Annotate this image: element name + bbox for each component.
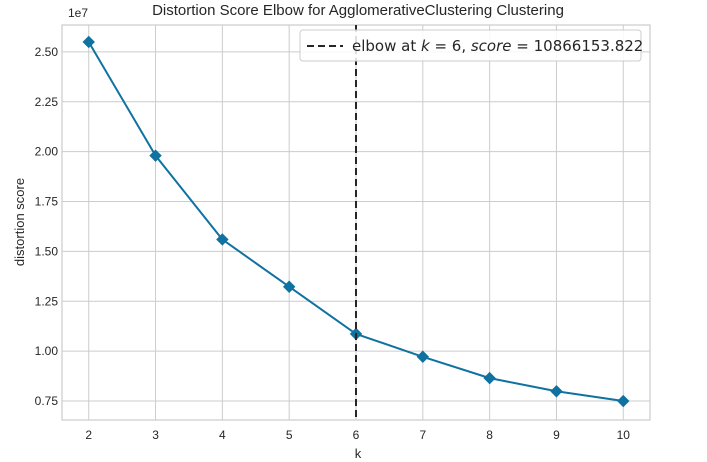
y-tick-label-1: 1.00 — [35, 344, 59, 358]
y-tick-label-5: 2.00 — [35, 145, 59, 159]
x-tick-label-9: 9 — [553, 428, 560, 442]
x-tick-label-3: 3 — [152, 428, 159, 442]
data-point-k3 — [149, 149, 162, 162]
data-point-k2 — [82, 35, 95, 49]
data-point-k7 — [416, 350, 430, 363]
x-tick-label-4: 4 — [219, 428, 226, 442]
y-axis-ticks: 0.75 1.00 1.25 1.50 1.75 2.00 2.25 2.50 — [35, 45, 59, 408]
y-tick-label-7: 2.50 — [35, 45, 59, 59]
y-axis-offset-label: 1e7 — [68, 6, 88, 20]
x-tick-label-6: 6 — [353, 428, 360, 442]
x-axis-label: k — [355, 446, 362, 461]
y-tick-label-3: 1.50 — [35, 244, 59, 258]
y-axis-label: distortion score — [12, 178, 27, 266]
y-tick-label-6: 2.25 — [35, 95, 59, 109]
x-tick-label-5: 5 — [286, 428, 293, 442]
y-tick-label-2: 1.25 — [35, 294, 59, 308]
data-point-k4 — [216, 233, 229, 246]
chart-title: Distortion Score Elbow for Agglomerative… — [152, 2, 564, 19]
legend: elbow at k = 6, score = 10866153.822 — [299, 29, 643, 62]
y-tick-label-0: 0.75 — [35, 394, 59, 408]
legend-box — [299, 29, 642, 62]
data-point-k9 — [550, 385, 563, 398]
data-point-k8 — [483, 371, 496, 385]
x-axis-ticks: 2 3 4 5 6 7 8 9 10 — [85, 428, 630, 442]
x-tick-label-10: 10 — [617, 428, 631, 442]
x-tick-label-2: 2 — [85, 428, 92, 442]
y-tick-label-4: 1.75 — [35, 195, 59, 209]
legend-label: elbow at k = 6, score = 10866153.822 — [352, 37, 643, 55]
x-tick-label-7: 7 — [419, 428, 426, 442]
x-tick-label-8: 8 — [486, 428, 493, 442]
data-point-k10 — [617, 394, 630, 408]
data-point-k5 — [282, 280, 296, 293]
